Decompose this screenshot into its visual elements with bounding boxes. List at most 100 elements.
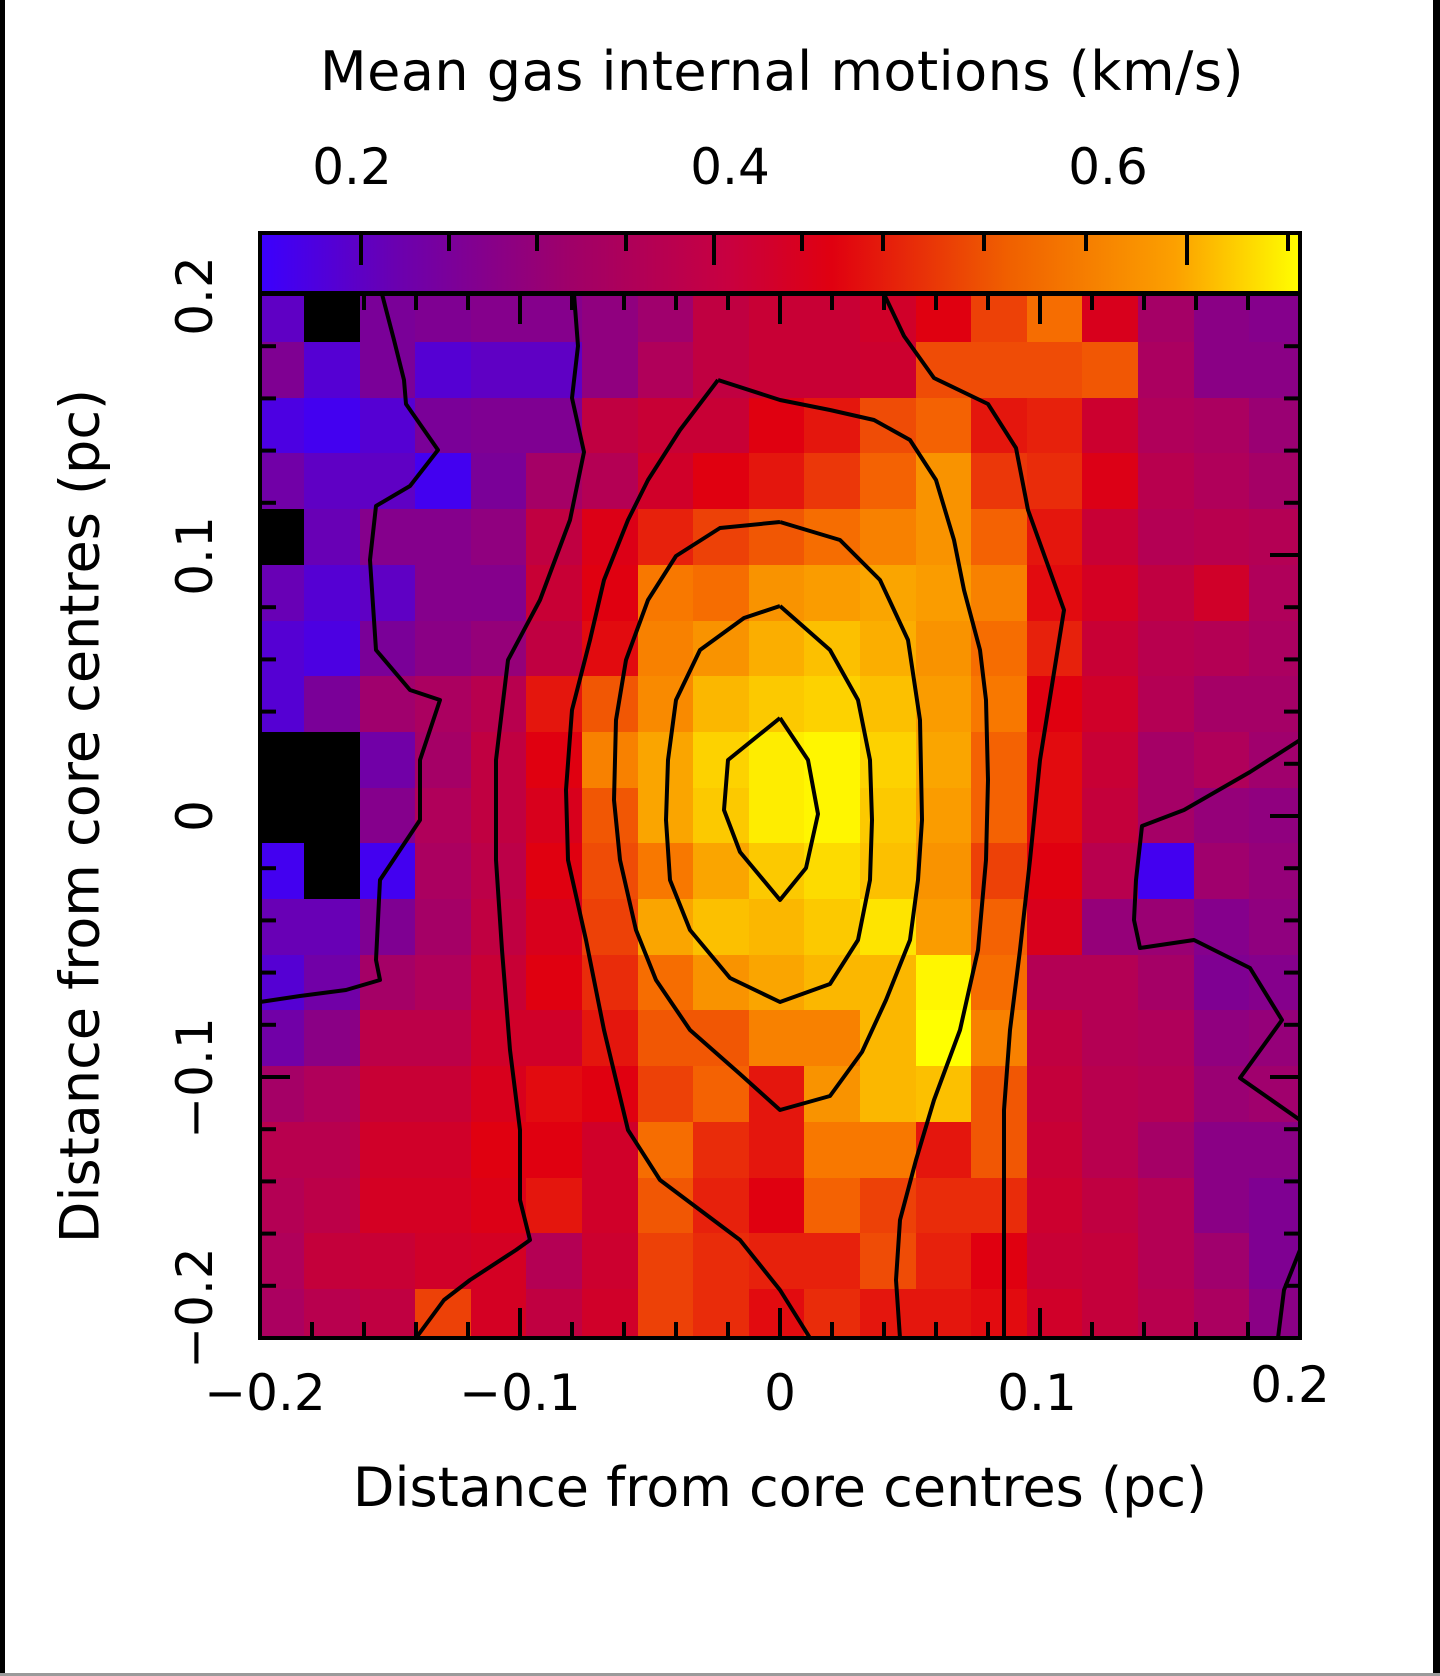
contour-line	[717, 378, 990, 1339]
heatmap-cell	[260, 676, 305, 733]
heatmap-cell	[1082, 398, 1139, 454]
heatmap-cell	[638, 1010, 694, 1067]
heatmap-cell	[1138, 509, 1195, 566]
heatmap-cell	[360, 1066, 416, 1123]
heatmap-cell	[1027, 342, 1083, 399]
heatmap-cell	[1082, 1178, 1139, 1234]
heatmap-cell	[1027, 676, 1083, 733]
heatmap-cell	[415, 294, 472, 343]
heatmap-cell	[916, 398, 972, 454]
heatmap-cell	[804, 453, 861, 510]
heatmap-cell	[693, 565, 750, 622]
heatmap-cell	[471, 509, 527, 566]
heatmap-cell	[360, 899, 416, 956]
heatmap-cell	[1082, 1066, 1139, 1123]
heatmap-cell	[1082, 1233, 1139, 1290]
heatmap-cell	[360, 1122, 416, 1179]
heatmap-cell	[804, 899, 861, 956]
heatmap-cell	[749, 1122, 805, 1179]
heatmap-cell	[526, 899, 583, 956]
heatmap-cell	[971, 398, 1028, 454]
heatmap-cell	[1194, 509, 1250, 566]
heatmap-cell	[1082, 342, 1139, 399]
heatmap-cell	[1082, 621, 1139, 677]
heatmap-cell	[360, 1233, 416, 1290]
heatmap-cell	[1249, 899, 1301, 956]
heatmap-cell	[526, 1289, 583, 1339]
heatmap-cell	[1027, 1289, 1083, 1339]
heatmap-cell	[360, 1178, 416, 1234]
heatmap-cell	[1082, 565, 1139, 622]
heatmap-cell	[1194, 294, 1250, 343]
heatmap-cell	[638, 1233, 694, 1290]
heatmap-cell	[1138, 1178, 1195, 1234]
heatmap-cell	[971, 732, 1028, 789]
contour-line	[1132, 738, 1302, 1122]
heatmap-cell	[304, 453, 361, 510]
heatmap-cell	[971, 1178, 1028, 1234]
heatmap-cell	[638, 955, 694, 1011]
heatmap-cell	[360, 1010, 416, 1067]
heatmap-cell	[749, 1010, 805, 1067]
heatmap-cell	[1194, 621, 1250, 677]
heatmap-cell	[415, 732, 472, 789]
heatmap-cell	[360, 565, 416, 622]
heatmap-cell	[916, 1178, 972, 1234]
heatmap-cell	[1027, 1233, 1083, 1290]
heatmap-cell	[860, 676, 917, 733]
heatmap-cell	[1249, 1289, 1301, 1339]
heatmap-cell	[971, 788, 1028, 844]
heatmap-cell-nodata	[304, 732, 361, 789]
heatmap-cell	[916, 294, 972, 343]
heatmap-cell	[304, 1122, 361, 1179]
heatmap-cell-nodata	[304, 843, 361, 900]
heatmap-cell	[804, 621, 861, 677]
heatmap-cell	[860, 955, 917, 1011]
heatmap-cell	[304, 955, 361, 1011]
heatmap-cell	[638, 294, 694, 343]
colorbar-tick-label: 0.4	[690, 138, 770, 196]
heatmap-cell	[582, 342, 639, 399]
heatmap-cell	[415, 398, 472, 454]
heatmap-cell	[916, 676, 972, 733]
heatmap-cell	[526, 509, 583, 566]
heatmap-cell	[526, 1010, 583, 1067]
x-tick-label: 0	[764, 1364, 796, 1422]
heatmap-cell	[971, 294, 1028, 343]
x-tick-label: 0.2	[1250, 1356, 1330, 1414]
heatmap-cell	[471, 294, 527, 343]
heatmap-cell	[582, 398, 639, 454]
heatmap-cell	[260, 621, 305, 677]
heatmap-cell	[526, 621, 583, 677]
heatmap-cell	[1194, 453, 1250, 510]
x-tick-label: 0.1	[997, 1364, 1077, 1422]
heatmap-cell	[1138, 621, 1195, 677]
heatmap-cell	[260, 843, 305, 900]
heatmap-cell	[1194, 342, 1250, 399]
heatmap-cell	[304, 1178, 361, 1234]
heatmap-cell	[749, 398, 805, 454]
heatmap-cell	[971, 1122, 1028, 1179]
heatmap-cell	[1027, 843, 1083, 900]
heatmap-cell	[916, 843, 972, 900]
x-tick-label: −0.1	[459, 1364, 581, 1422]
heatmap-cell	[1194, 899, 1250, 956]
heatmap-cell	[304, 509, 361, 566]
heatmap-cell	[749, 509, 805, 566]
heatmap-cell	[1082, 1010, 1139, 1067]
heatmap-cell	[971, 1066, 1028, 1123]
heatmap-cell	[415, 676, 472, 733]
image-border-right	[1433, 0, 1440, 1676]
heatmap-cell	[526, 1066, 583, 1123]
heatmap-cell	[916, 1289, 972, 1339]
heatmap-cell	[804, 565, 861, 622]
heatmap-cell	[860, 1122, 917, 1179]
y-axis-title: Distance from core centres (pc)	[48, 388, 112, 1244]
heatmap-cell	[471, 398, 527, 454]
heatmap-cell	[1138, 1066, 1195, 1123]
heatmap-cell	[1138, 955, 1195, 1011]
heatmap-cell	[1194, 1010, 1250, 1067]
heatmap-cell	[1249, 843, 1301, 900]
heatmap-cell	[360, 621, 416, 677]
